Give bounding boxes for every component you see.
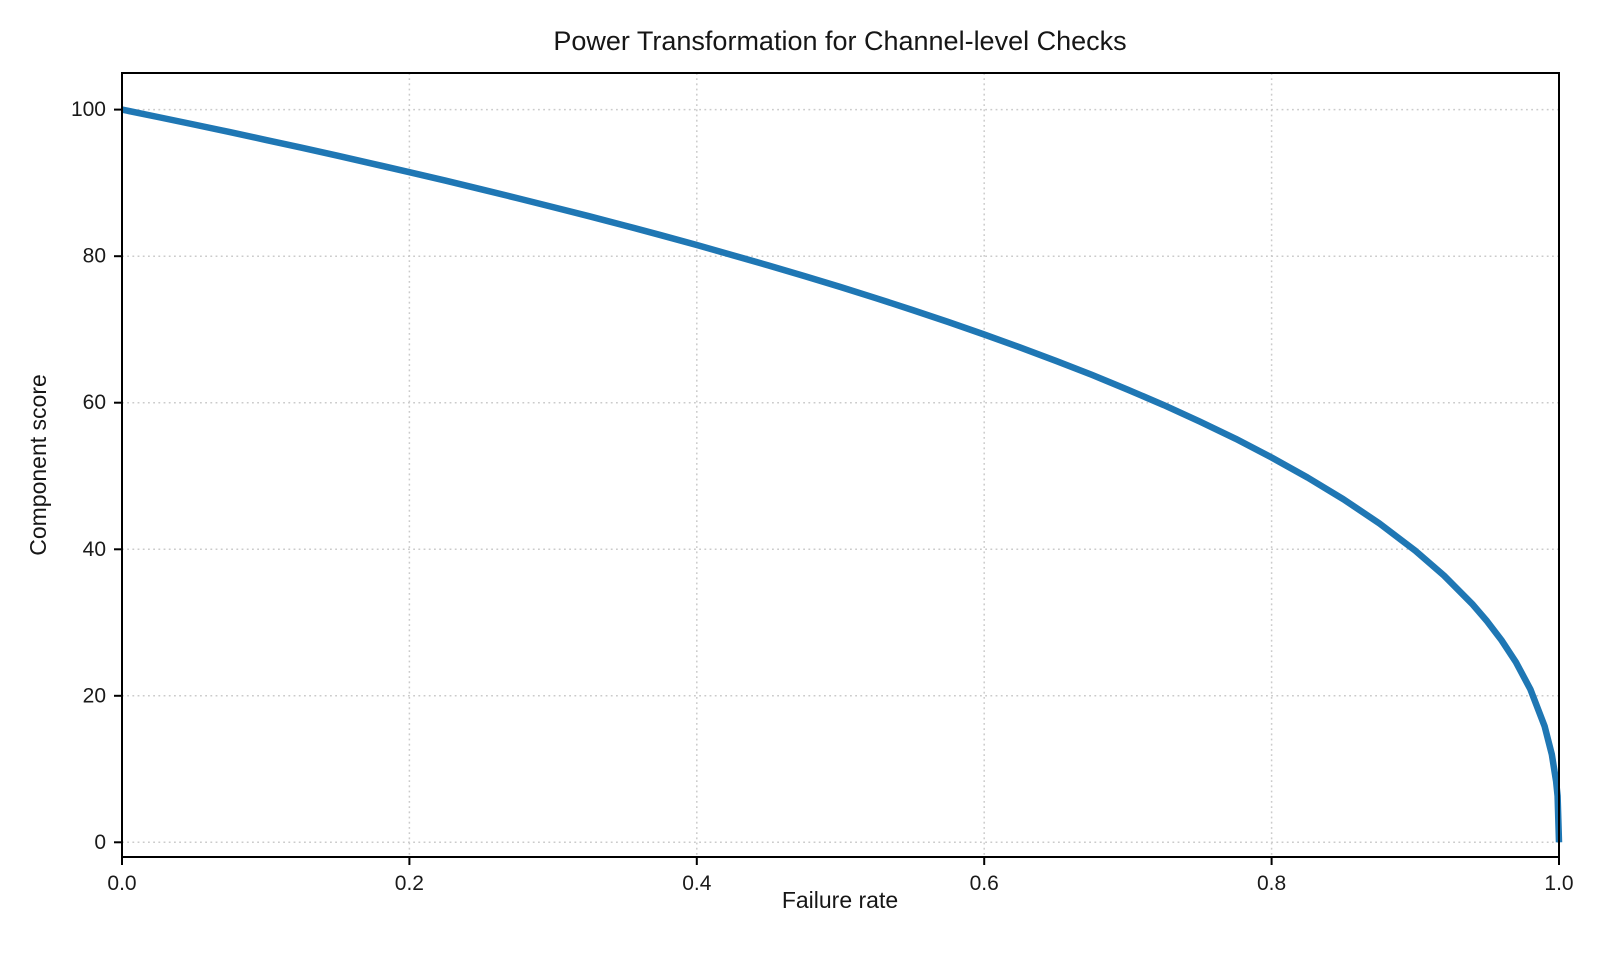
y-axis-label: Component score bbox=[25, 374, 51, 556]
y-tick-label: 80 bbox=[83, 245, 106, 268]
series-line bbox=[121, 106, 1563, 843]
plot-border bbox=[121, 72, 1560, 858]
y-tick-label: 40 bbox=[83, 538, 106, 561]
x-tick-label: 0.6 bbox=[970, 872, 999, 895]
x-tick-label: 1.0 bbox=[1544, 872, 1573, 895]
plot-area: 0.0 0.2 0.4 0.6 0.8 1.0 0 20 40 60 80 100 bbox=[71, 72, 1574, 895]
x-tick-label: 0.2 bbox=[395, 872, 424, 895]
x-tick-label: 0.8 bbox=[1257, 872, 1286, 895]
y-tick-label: 100 bbox=[71, 98, 106, 121]
y-tick-label: 0 bbox=[94, 831, 106, 854]
chart-title: Power Transformation for Channel-level C… bbox=[553, 26, 1126, 56]
x-tick-label: 0.4 bbox=[682, 872, 712, 895]
x-tick-label: 0.0 bbox=[107, 872, 136, 895]
x-axis-label: Failure rate bbox=[782, 887, 898, 913]
y-tick-label: 60 bbox=[83, 391, 106, 414]
y-tick-label: 20 bbox=[83, 684, 106, 707]
